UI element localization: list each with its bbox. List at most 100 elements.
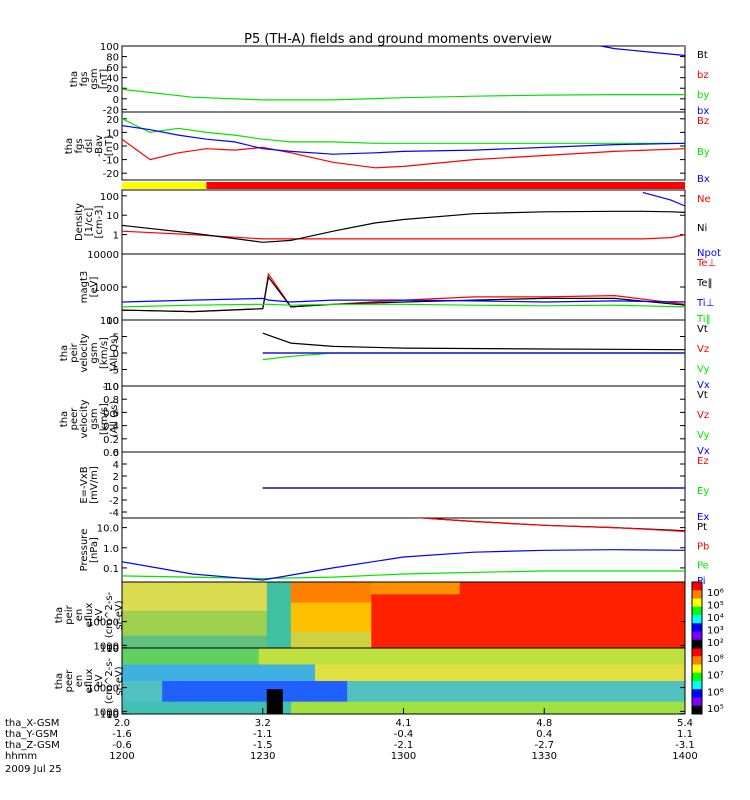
spectrogram-cell <box>226 631 236 637</box>
mode-bar-segment-1 <box>206 182 685 189</box>
spectrogram-cell <box>524 623 533 628</box>
spectrogram-cell <box>186 689 195 694</box>
spectrogram-cell <box>443 606 453 612</box>
spectrogram-cell <box>323 631 332 637</box>
spectrogram-cell <box>676 681 685 686</box>
spectrogram-cell <box>411 635 421 641</box>
spectrogram-cell <box>178 701 187 707</box>
spectrogram-cell <box>532 672 541 678</box>
spectrogram-cell <box>612 623 622 628</box>
spectrogram-cell <box>178 639 187 645</box>
spectrogram-cell <box>540 664 549 670</box>
colorbar-tick-label: 10⁶ <box>707 687 724 698</box>
spectrogram-cell <box>580 602 589 608</box>
spectrogram-cell <box>363 639 372 645</box>
spectrogram-cell <box>660 693 670 698</box>
x-tick-label-y: -1.1 <box>253 729 273 740</box>
spectrogram-cell <box>491 623 501 628</box>
spectrogram-cell <box>668 586 678 591</box>
spectrogram-cell <box>355 615 364 620</box>
spectrogram-cell <box>347 705 356 711</box>
y-axis-label-line: [nPa] <box>89 537 100 563</box>
y-tick-label: 4 <box>113 460 119 471</box>
spectrogram-cell <box>146 635 155 641</box>
spectrogram-cell <box>548 676 557 682</box>
spectrogram-cell <box>395 582 404 587</box>
spectrogram-cell <box>242 693 252 698</box>
spectrogram-cell <box>628 606 638 612</box>
spectrogram-cell <box>628 701 638 707</box>
spectrogram-cell <box>516 639 525 645</box>
spectrogram-cell <box>516 685 525 690</box>
spectrogram-cell <box>676 689 685 694</box>
spectrogram-cell <box>548 586 557 591</box>
spectrogram-cell <box>154 582 163 587</box>
spectrogram-cell <box>186 697 195 703</box>
spectrogram-cell <box>564 664 573 670</box>
spectrogram-cell <box>588 639 598 645</box>
spectrogram-cell <box>508 705 517 711</box>
spectrogram-cell <box>483 639 493 645</box>
spectrogram-cell <box>146 672 155 678</box>
spectrogram-cell <box>644 606 654 612</box>
spectrogram-cell <box>130 709 139 714</box>
spectrogram-cell <box>186 701 195 707</box>
spectrogram-cell <box>266 676 276 682</box>
spectrogram-cell <box>516 709 525 714</box>
spectrogram-cell <box>138 660 147 665</box>
spectrogram-cell <box>234 648 244 653</box>
spectrogram-cell <box>451 668 461 674</box>
spectrogram-cell <box>620 635 630 641</box>
spectrogram-cell <box>154 660 163 665</box>
spectrogram-cell <box>612 689 622 694</box>
spectrogram-cell <box>403 606 413 612</box>
spectrogram-cell <box>315 639 324 645</box>
spectrogram-cell <box>500 586 509 591</box>
spectrogram-cell <box>620 623 630 628</box>
spectrogram-cell <box>122 676 131 682</box>
y-axis-label: E=-VxB [mV/m] <box>79 466 100 504</box>
spectrogram-cell <box>371 676 380 682</box>
spectrogram-cell <box>604 627 614 632</box>
spectrogram-cell <box>427 590 437 595</box>
mode-bar-segment-0 <box>122 182 207 189</box>
spectrogram-cell <box>290 582 300 587</box>
spectrogram-cell <box>419 643 429 648</box>
spectrogram-cell <box>363 594 372 599</box>
spectrogram-cell <box>451 631 461 637</box>
spectrogram-cell <box>347 619 356 624</box>
spectrogram-cell <box>178 697 187 703</box>
spectrogram-cell <box>644 681 654 686</box>
spectrogram-cell <box>298 619 308 624</box>
spectrogram-cell <box>475 582 485 587</box>
spectrogram-cell <box>250 652 260 657</box>
spectrogram-cell <box>130 598 139 604</box>
spectrogram-cell <box>516 582 525 587</box>
spectrogram-cell <box>258 656 268 661</box>
spectrogram-cell <box>258 619 268 624</box>
spectrogram-cell <box>162 705 171 711</box>
spectrogram-cell <box>459 619 469 624</box>
spectrogram-cell <box>371 668 380 674</box>
spectrogram-cell <box>500 590 509 595</box>
spectrogram-cell <box>331 590 340 595</box>
spectrogram-cell <box>379 656 388 661</box>
spectrogram-cell <box>274 668 284 674</box>
spectrogram-cell <box>556 606 565 612</box>
spectrogram-cell <box>290 623 300 628</box>
spectrogram-cell <box>596 590 606 595</box>
spectrogram-cell <box>668 672 678 678</box>
spectrogram-cell <box>459 631 469 637</box>
spectrogram-cell <box>500 672 509 678</box>
spectrogram-cell <box>644 598 654 604</box>
spectrogram-cell <box>274 705 284 711</box>
spectrogram-cell <box>620 705 630 711</box>
spectrogram-cell <box>572 623 581 628</box>
spectrogram-cell <box>282 693 292 698</box>
spectrogram-cell <box>411 701 421 707</box>
spectrogram-cell <box>371 664 380 670</box>
spectrogram-cell <box>250 598 260 604</box>
spectrogram-cell <box>371 643 380 648</box>
spectrogram-cell <box>170 643 179 648</box>
spectrogram-cell <box>475 635 485 641</box>
